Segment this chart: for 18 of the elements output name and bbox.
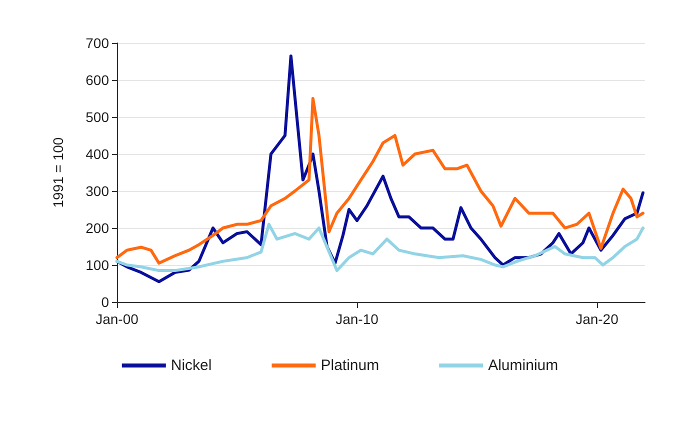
y-tick-label: 300 [86,183,110,199]
y-tick-label: 600 [86,72,110,88]
legend-label: Platinum [320,357,380,374]
x-tick-label: Jan-20 [576,311,619,327]
line-series [116,222,644,272]
y-tick-label: 700 [86,35,110,51]
y-tick-label: 500 [86,109,110,125]
line-series [116,97,644,265]
line-series [116,54,644,284]
x-tick-label: Jan-00 [96,311,139,327]
y-tick-label: 100 [86,257,110,273]
y-tick-label: 400 [86,146,110,162]
y-tick-label: 200 [86,220,110,236]
x-tick-label: Jan-10 [336,311,379,327]
y-tick-label: 0 [101,294,110,310]
y-axis-title: 1991 = 100 [50,137,66,208]
legend-label: Nickel [170,357,212,374]
legend-label: Aluminium [488,357,558,374]
